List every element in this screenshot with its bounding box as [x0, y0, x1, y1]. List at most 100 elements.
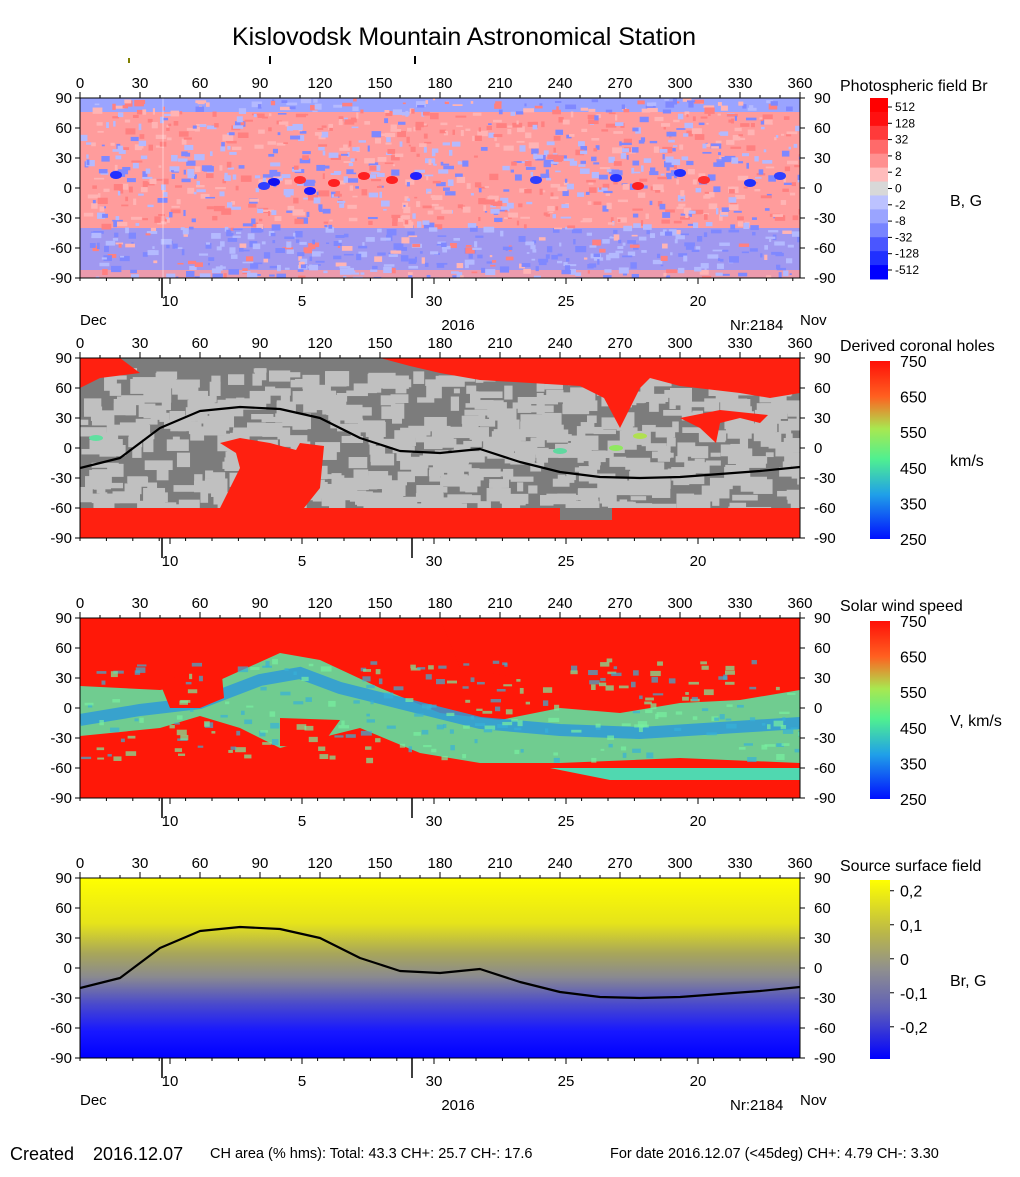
longitude-tick-label: 120 [307, 75, 332, 92]
latitude-tick-label: -30 [814, 730, 836, 747]
latitude-tick-label: 30 [814, 670, 831, 687]
longitude-tick-label: 300 [667, 855, 692, 872]
date-tick-label: 5 [298, 1073, 306, 1090]
colorbar-title: Solar wind speed [840, 598, 963, 615]
longitude-tick-label: 150 [367, 75, 392, 92]
colorbar-tick-label: -512 [895, 263, 919, 277]
colorbar-tick-label: 0,2 [900, 884, 922, 901]
longitude-tick-label: 120 [307, 335, 332, 352]
latitude-tick-label: 90 [55, 610, 72, 627]
longitude-tick-label: 120 [307, 855, 332, 872]
colorbar-tick-label: 512 [895, 100, 915, 114]
latitude-tick-label: 60 [55, 380, 72, 397]
colorbar-tick-label: -2 [895, 198, 906, 212]
latitude-tick-label: -60 [50, 240, 72, 257]
solar-wind-speed-map [80, 618, 800, 798]
longitude-tick-label: 270 [607, 335, 632, 352]
colorbar-tick-label: -128 [895, 247, 919, 261]
latitude-tick-label: 0 [814, 960, 822, 977]
longitude-tick-label: 360 [787, 75, 812, 92]
longitude-tick-label: 360 [787, 595, 812, 612]
latitude-tick-label: 60 [814, 120, 831, 137]
longitude-tick-label: 150 [367, 855, 392, 872]
latitude-tick-label: -90 [814, 270, 836, 287]
month-label-dec: Dec [80, 1092, 107, 1109]
longitude-tick-label: 300 [667, 335, 692, 352]
date-tick-label: 30 [426, 1073, 443, 1090]
longitude-tick-label: 30 [132, 335, 149, 352]
date-tick-label: 25 [558, 1073, 575, 1090]
colorbar-tick-label: 550 [900, 425, 927, 442]
page-title: Kislovodsk Mountain Astronomical Station [232, 23, 696, 51]
date-tick-label: 30 [426, 293, 443, 310]
longitude-tick-label: 300 [667, 75, 692, 92]
longitude-tick-label: 180 [427, 75, 452, 92]
latitude-tick-label: 0 [64, 440, 72, 457]
longitude-tick-label: 60 [192, 75, 209, 92]
date-tick-label: 20 [690, 1073, 707, 1090]
created-date: 2016.12.07 [93, 1144, 183, 1164]
colorbar-unit-label: V, km/s [950, 713, 1002, 730]
photospheric-field-map [80, 98, 800, 278]
latitude-tick-label: 90 [814, 870, 831, 887]
date-tick-label: 30 [426, 813, 443, 830]
latitude-tick-label: -30 [50, 990, 72, 1007]
longitude-tick-label: 270 [607, 75, 632, 92]
date-tick-label: 25 [558, 813, 575, 830]
longitude-tick-label: 150 [367, 335, 392, 352]
month-label-nov: Nov [800, 1092, 827, 1109]
latitude-tick-label: 30 [55, 930, 72, 947]
latitude-tick-label: 60 [814, 380, 831, 397]
longitude-tick-label: 330 [727, 595, 752, 612]
latitude-tick-label: 30 [55, 670, 72, 687]
longitude-tick-label: 300 [667, 595, 692, 612]
latitude-tick-label: 30 [55, 410, 72, 427]
colorbar-tick-label: 250 [900, 532, 927, 549]
longitude-tick-label: 90 [252, 335, 269, 352]
latitude-tick-label: -60 [50, 760, 72, 777]
date-tick-label: 20 [690, 553, 707, 570]
longitude-tick-label: 240 [547, 595, 572, 612]
latitude-tick-label: 30 [814, 410, 831, 427]
longitude-tick-label: 30 [132, 855, 149, 872]
created-label: Created [10, 1144, 74, 1164]
latitude-tick-label: 30 [814, 150, 831, 167]
latitude-tick-label: -90 [50, 1050, 72, 1067]
latitude-tick-label: 60 [55, 640, 72, 657]
colorbar-tick-label: -0,2 [900, 1020, 928, 1037]
longitude-tick-label: 120 [307, 595, 332, 612]
latitude-tick-label: 90 [55, 870, 72, 887]
longitude-tick-label: 240 [547, 75, 572, 92]
longitude-tick-label: 90 [252, 75, 269, 92]
latitude-tick-label: 90 [814, 350, 831, 367]
colorbar-tick-label: 650 [900, 390, 927, 407]
latitude-tick-label: -90 [814, 790, 836, 807]
solar-wind-colorbar [870, 621, 890, 799]
month-label-nov: Nov [800, 312, 827, 329]
date-tick-label: 30 [426, 553, 443, 570]
date-tick-label: 10 [162, 1073, 179, 1090]
longitude-tick-label: 210 [487, 855, 512, 872]
colorbar-tick-label: 2 [895, 165, 902, 179]
colorbar-unit-label: Br, G [950, 973, 986, 990]
source-surface-neutral-line [80, 925, 800, 1000]
longitude-tick-label: 240 [547, 335, 572, 352]
latitude-tick-label: 60 [55, 900, 72, 917]
longitude-tick-label: 180 [427, 335, 452, 352]
latitude-tick-label: 30 [814, 930, 831, 947]
colorbar-title: Derived coronal holes [840, 338, 995, 355]
date-tick-label: 5 [298, 813, 306, 830]
longitude-tick-label: 270 [607, 595, 632, 612]
date-tick-label: 5 [298, 293, 306, 310]
latitude-tick-label: -30 [50, 730, 72, 747]
latitude-tick-label: -30 [50, 210, 72, 227]
ch-area-summary: CH area (% hms): Total: 43.3 CH+: 25.7 C… [210, 1146, 533, 1162]
carrington-rotation-label: Nr:2184 [730, 1097, 783, 1114]
month-label-dec: Dec [80, 312, 107, 329]
colorbar-tick-label: -32 [895, 230, 913, 244]
longitude-tick-label: 210 [487, 335, 512, 352]
coronal-holes-colorbar [870, 361, 890, 539]
date-tick-label: 10 [162, 293, 179, 310]
